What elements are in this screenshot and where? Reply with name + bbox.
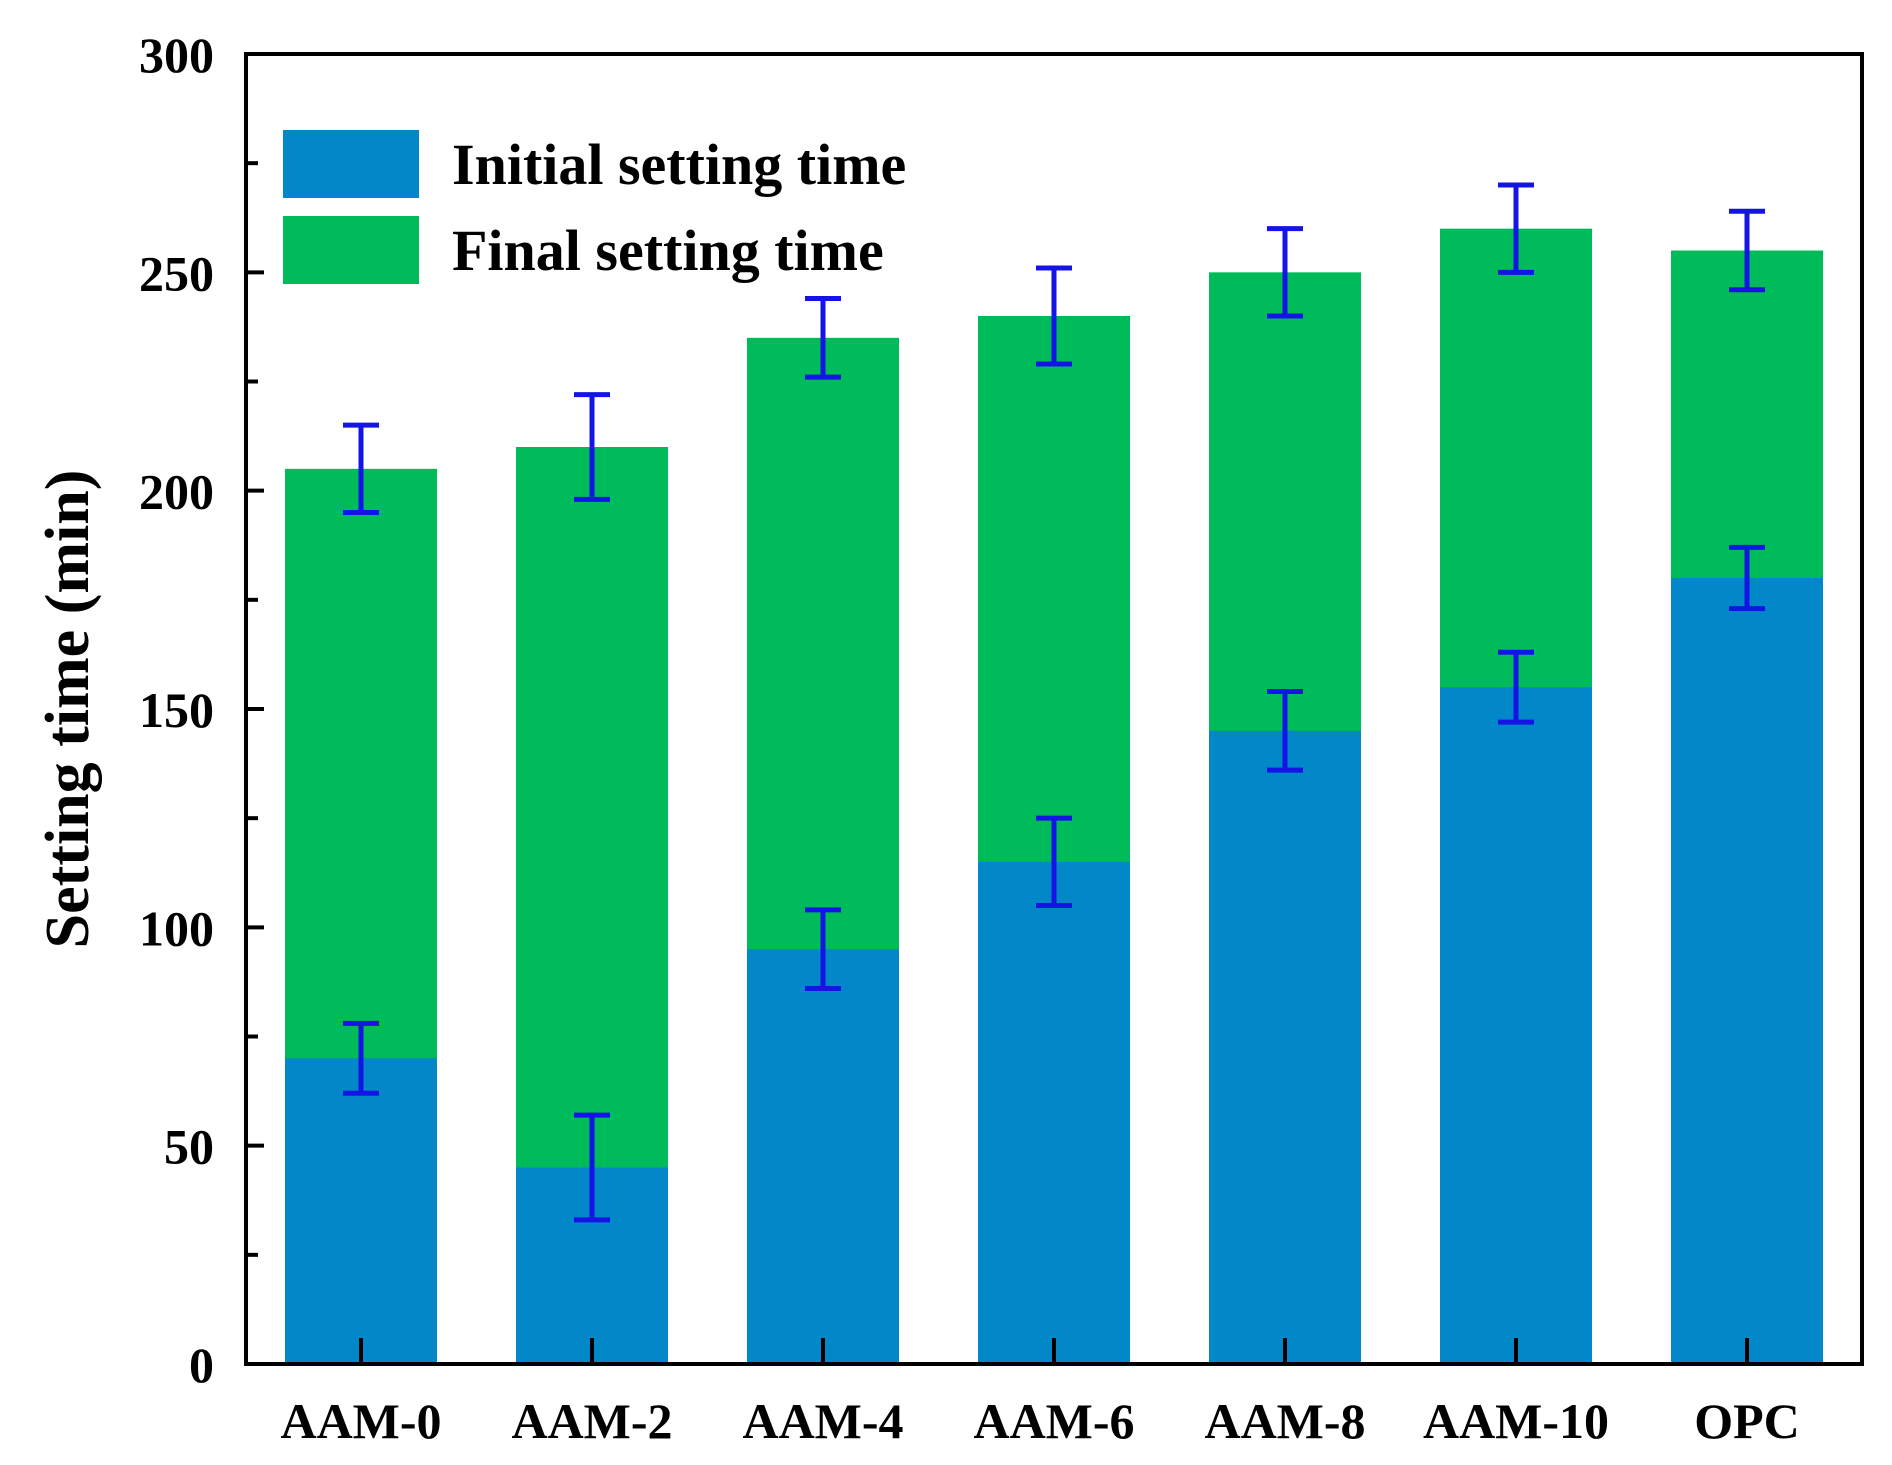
error-bar-initial-aam-0 xyxy=(343,1020,379,1096)
bar-initial-opc xyxy=(1671,578,1823,1364)
legend-item-initial: Initial setting time xyxy=(283,130,906,198)
x-axis-ticks: AAM-0 AAM-2 AAM-4 AAM-6 AAM-8 AAM-10 OPC xyxy=(280,1338,1800,1449)
legend-label: Final setting time xyxy=(452,218,884,283)
x-tick-label: AAM-10 xyxy=(1423,1393,1609,1449)
error-bar-initial-aam-2 xyxy=(574,1112,610,1223)
error-bar-initial-opc xyxy=(1729,544,1765,612)
bars-layer xyxy=(285,228,1823,1365)
error-bar-final-aam-8 xyxy=(1267,226,1303,319)
error-bar-final-aam-6 xyxy=(1036,265,1072,367)
x-tick-label: AAM-8 xyxy=(1204,1393,1365,1449)
error-bar-initial-aam-10 xyxy=(1498,649,1534,725)
legend-swatch xyxy=(283,130,419,198)
y-tick-label: 100 xyxy=(139,900,214,956)
y-tick-label: 50 xyxy=(164,1119,214,1175)
y-tick-label: 300 xyxy=(139,27,214,83)
bar-initial-aam-10 xyxy=(1440,687,1592,1364)
legend-label: Initial setting time xyxy=(452,132,906,197)
error-bar-final-aam-4 xyxy=(805,296,841,380)
error-bar-initial-aam-6 xyxy=(1036,815,1072,908)
error-bar-final-aam-2 xyxy=(574,392,610,502)
bar-initial-aam-6 xyxy=(978,861,1130,1364)
legend: Initial setting time Final setting time xyxy=(283,130,906,284)
y-axis-ticks: 0 50 100 150 200 250 300 xyxy=(139,27,264,1393)
error-bar-initial-aam-8 xyxy=(1267,689,1303,773)
x-tick-label: AAM-4 xyxy=(742,1393,903,1449)
y-axis-label: Setting time (min) xyxy=(34,470,102,949)
error-bar-final-aam-10 xyxy=(1498,182,1534,275)
bar-initial-aam-8 xyxy=(1209,730,1361,1364)
x-tick-label: OPC xyxy=(1694,1393,1800,1449)
y-tick-label: 0 xyxy=(189,1337,214,1393)
legend-item-final: Final setting time xyxy=(283,216,884,284)
legend-swatch xyxy=(283,216,419,284)
x-tick-label: AAM-0 xyxy=(280,1393,441,1449)
bar-initial-aam-0 xyxy=(285,1058,437,1364)
error-bar-final-aam-0 xyxy=(343,422,379,515)
y-tick-label: 200 xyxy=(139,464,214,520)
y-tick-label: 250 xyxy=(139,245,214,301)
error-bar-final-opc xyxy=(1729,208,1765,293)
x-tick-label: AAM-6 xyxy=(973,1393,1134,1449)
bar-initial-aam-4 xyxy=(747,949,899,1364)
error-bar-initial-aam-4 xyxy=(805,907,841,991)
x-tick-label: AAM-2 xyxy=(511,1393,672,1449)
error-bars-layer xyxy=(343,182,1765,1223)
y-tick-label: 150 xyxy=(139,682,214,738)
